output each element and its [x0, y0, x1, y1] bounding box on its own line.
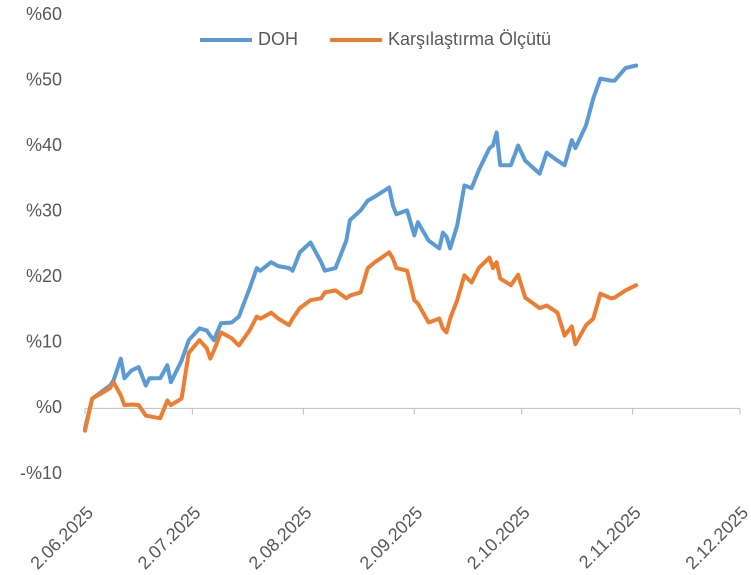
series-line — [83, 63, 639, 431]
series-line — [83, 250, 639, 433]
y-tick-label: %10 — [26, 332, 62, 352]
y-tick-label: %60 — [26, 4, 62, 24]
y-tick-label: %30 — [26, 200, 62, 220]
x-tick-label: 2.09.2025 — [356, 502, 427, 573]
y-tick-label: %40 — [26, 135, 62, 155]
x-tick-label: 2.11.2025 — [575, 502, 645, 572]
x-tick-label: 2.06.2025 — [26, 502, 97, 573]
y-tick-label: -%10 — [20, 463, 62, 483]
legend-label: Karşılaştırma Ölçütü — [388, 29, 551, 49]
y-tick-label: %50 — [26, 69, 62, 89]
x-tick-label: 2.12.2025 — [681, 502, 751, 573]
x-tick-label: 2.10.2025 — [463, 502, 534, 573]
y-tick-label: %0 — [36, 397, 62, 417]
x-tick-label: 2.08.2025 — [245, 502, 316, 573]
y-tick-label: %20 — [26, 266, 62, 286]
x-tick-label: 2.07.2025 — [134, 502, 205, 573]
legend-label: DOH — [258, 29, 298, 49]
